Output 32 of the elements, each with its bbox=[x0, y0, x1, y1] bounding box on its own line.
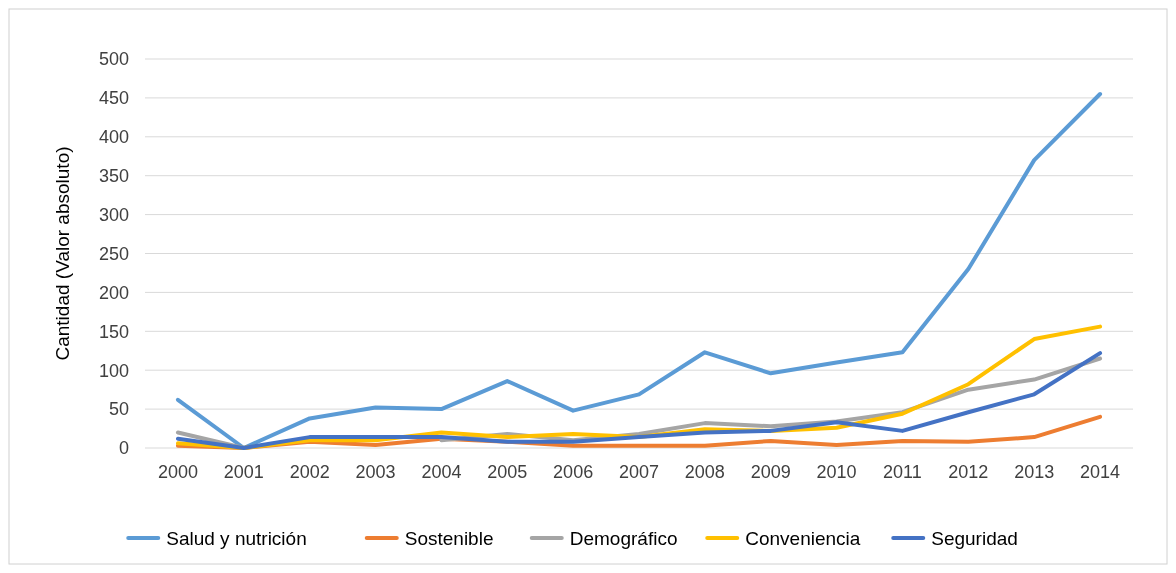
y-axis-title: Cantidad (Valor absoluto) bbox=[52, 146, 73, 361]
legend-label: Salud y nutrición bbox=[166, 527, 307, 549]
y-tick-label: 300 bbox=[98, 204, 129, 225]
y-tick-label: 150 bbox=[98, 321, 129, 342]
y-tick-label: 100 bbox=[98, 360, 129, 381]
legend-label: Conveniencia bbox=[745, 527, 861, 549]
x-tick-label: 2003 bbox=[355, 462, 396, 482]
x-tick-label: 2011 bbox=[883, 462, 922, 482]
y-tick-label: 400 bbox=[98, 127, 129, 148]
x-tick-label: 2004 bbox=[421, 462, 462, 482]
y-tick-label: 200 bbox=[98, 282, 129, 303]
x-tick-label: 2009 bbox=[750, 462, 791, 482]
y-tick-label: 500 bbox=[98, 49, 129, 70]
legend-label: Sostenible bbox=[404, 527, 494, 549]
x-tick-label: 2007 bbox=[618, 462, 660, 482]
y-tick-label: 450 bbox=[98, 88, 129, 109]
x-tick-label: 2008 bbox=[684, 462, 725, 482]
x-tick-label: 2006 bbox=[553, 462, 594, 482]
y-tick-label: 350 bbox=[98, 166, 129, 186]
y-tick-label: 250 bbox=[98, 243, 129, 264]
x-tick-label: 2012 bbox=[948, 462, 989, 482]
x-tick-label: 2002 bbox=[289, 462, 330, 482]
x-tick-label: 2000 bbox=[157, 462, 198, 482]
x-tick-label: 2013 bbox=[1014, 462, 1055, 482]
legend-label: Demográfico bbox=[569, 527, 678, 549]
y-tick-label: 50 bbox=[108, 399, 129, 420]
x-tick-label: 2014 bbox=[1080, 462, 1121, 482]
y-tick-label: 0 bbox=[118, 438, 129, 459]
x-tick-label: 2010 bbox=[816, 462, 857, 482]
x-tick-label: 2001 bbox=[223, 462, 264, 482]
legend-label: Seguridad bbox=[931, 527, 1018, 549]
x-tick-label: 2005 bbox=[487, 462, 528, 482]
